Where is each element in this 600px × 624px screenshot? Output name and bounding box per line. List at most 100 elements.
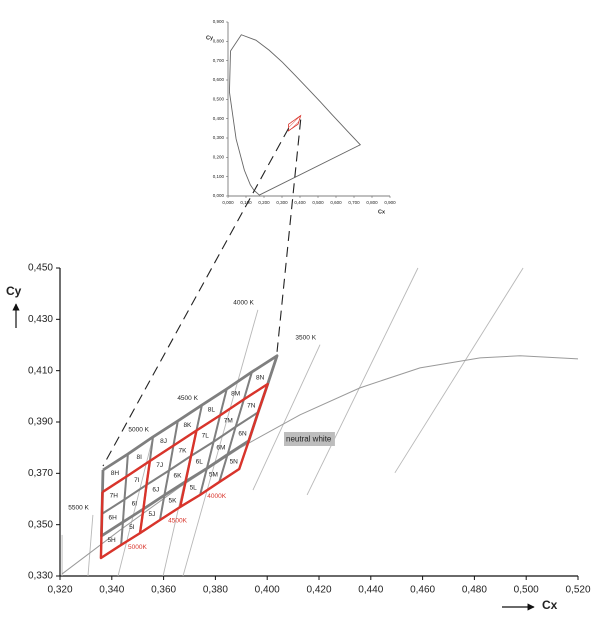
bin-label: 8M (231, 391, 240, 398)
y-tick-label: 0,300 (213, 135, 225, 140)
y-tick-label: 0,500 (213, 97, 225, 102)
y-tick-label: 0,800 (213, 39, 225, 44)
bin-label: 6J (152, 487, 159, 494)
inset-bin-region (288, 114, 302, 132)
bin-label: 8H (111, 470, 120, 477)
bin-grid-line (125, 454, 129, 477)
bin-label: 6N (238, 430, 247, 437)
bin-label: 5M (209, 472, 218, 479)
zoom-connector (102, 127, 290, 467)
x-axis-title: Cx (542, 598, 558, 612)
bin-label: 7J (156, 462, 163, 469)
x-tick-label: 0,520 (565, 585, 590, 596)
bin-label: 5J (149, 511, 156, 518)
x-tick-label: 0,420 (306, 585, 331, 596)
y-tick-label: 0,390 (28, 417, 53, 428)
bin-grid-line (195, 404, 203, 431)
bin-grid-line (123, 476, 128, 500)
annotation: neutral white (286, 435, 332, 444)
isotherm-label: 4500 K (177, 395, 198, 402)
y-tick-label: 0,370 (28, 468, 53, 479)
x-tick-label: 0,460 (410, 585, 435, 596)
bin-label: 5N (230, 458, 239, 465)
bin-grid-line (212, 415, 222, 442)
bin-outline-red (99, 382, 269, 560)
y-tick-label: 0,430 (28, 314, 53, 325)
bin-label: 5L (190, 485, 198, 492)
bin-grid-line (123, 484, 148, 501)
x-tick-label: 0,800 (366, 200, 378, 205)
bin-label: 7I (134, 477, 140, 484)
x-tick-label: 0,300 (276, 200, 288, 205)
x-tick-label: 0,380 (203, 585, 228, 596)
isotherm-line (182, 309, 259, 577)
x-tick-label: 0,100 (240, 200, 252, 205)
bin-label: 5I (129, 524, 135, 531)
bin-grid-line (158, 494, 166, 521)
x-axis-title: Cx (378, 209, 386, 215)
isotherm-label: 4000 K (233, 300, 254, 307)
bin-grid-line (242, 371, 253, 400)
bin-label: 5H (107, 537, 116, 544)
bin-label: 8L (208, 407, 216, 414)
bin-label: 8I (137, 454, 143, 461)
isotherm-line (394, 267, 524, 474)
annotation-box (284, 432, 335, 446)
planckian-locus (61, 355, 579, 575)
bin-label: 7M (224, 418, 233, 425)
bin-label: 6I (132, 501, 138, 508)
y-axis-title: Cy (206, 35, 214, 41)
bin-label: 8K (183, 422, 192, 429)
labels-layer: 0,000 0,100 0,200 0,300 0,400 0,500 0,600 0,700… (6, 19, 591, 612)
isotherm-label: 5500 K (68, 505, 89, 512)
bin-divider-red (138, 460, 152, 534)
bin-label: 7N (247, 402, 256, 409)
bin-outline-gray (100, 354, 279, 538)
y-tick-label: 0,100 (213, 174, 225, 179)
y-tick-label: 0,200 (213, 155, 225, 160)
x-tick-label: 0,000 (222, 200, 234, 205)
isotherm-line (252, 344, 321, 491)
bin-divider-red (179, 430, 198, 508)
bin-label: 7K (179, 447, 188, 454)
bin-grid-line (235, 411, 259, 428)
x-tick-label: 0,400 (294, 200, 306, 205)
x-tick-label: 0,480 (462, 585, 487, 596)
red-cct-label: 5000K (128, 544, 147, 551)
bin-grid-line (168, 455, 192, 472)
bin-grid-line (213, 426, 237, 443)
bin-grid-line (218, 454, 229, 483)
y-tick-label: 0,600 (213, 77, 225, 82)
isotherm-line (117, 436, 154, 577)
x-tick-label: 0,320 (47, 585, 72, 596)
bin-grid-line (234, 399, 245, 428)
bin-grid-line (226, 426, 237, 455)
bin-grid-line (101, 498, 126, 515)
y-tick-label: 0,450 (28, 263, 53, 274)
bin-grid-line (121, 499, 126, 523)
y-tick-label: 0,330 (28, 571, 53, 582)
bin-grid-line (199, 468, 208, 496)
x-tick-label: 0,400 (255, 585, 280, 596)
bin-label: 6K (174, 472, 183, 479)
bin-grid-line (168, 445, 175, 471)
red-cct-label: 4500K (168, 518, 187, 525)
isotherm-label: 5000 K (128, 427, 149, 434)
x-tick-label: 0,340 (99, 585, 124, 596)
bin-label: 8N (256, 375, 265, 382)
spectral-locus (228, 34, 362, 196)
x-tick-label: 0,700 (348, 200, 360, 205)
bin-grid-line (163, 470, 171, 496)
x-tick-label: 0,900 (384, 200, 396, 205)
y-tick-label: 0,900 (213, 19, 225, 24)
x-tick-label: 0,500 (514, 585, 539, 596)
isotherm-label: 3500 K (295, 334, 316, 341)
red-cct-label: 4000K (207, 493, 226, 500)
bin-grid-line (190, 440, 215, 457)
isotherm-line (87, 514, 94, 577)
bin-grid-line (205, 441, 215, 469)
y-tick-label: 0,700 (213, 58, 225, 63)
x-tick-label: 0,360 (151, 585, 176, 596)
